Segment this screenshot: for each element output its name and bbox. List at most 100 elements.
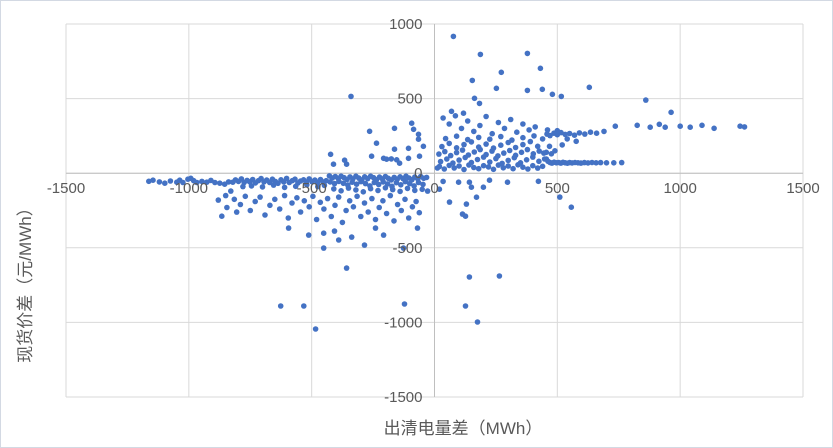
data-point — [483, 141, 489, 147]
x-tick-label: 1000 — [663, 180, 696, 197]
data-point — [573, 138, 579, 145]
data-point — [543, 149, 550, 156]
data-point — [348, 93, 354, 100]
data-point — [248, 183, 255, 189]
data-point — [402, 178, 409, 185]
data-point — [525, 166, 531, 172]
data-point — [394, 201, 401, 208]
data-point — [495, 119, 502, 126]
data-point — [313, 216, 320, 223]
data-point — [512, 152, 519, 159]
data-point — [375, 181, 382, 188]
data-point — [593, 160, 599, 166]
data-point — [400, 245, 407, 251]
data-point — [335, 237, 342, 243]
x-tick-label: 1500 — [786, 180, 819, 197]
data-point — [566, 130, 573, 137]
data-point — [405, 215, 412, 221]
data-point — [490, 145, 497, 151]
data-point — [219, 213, 225, 219]
data-point — [180, 179, 186, 186]
data-point — [380, 179, 387, 185]
data-point — [199, 178, 205, 185]
data-point — [343, 265, 350, 271]
data-point — [415, 179, 422, 186]
data-point — [215, 197, 222, 203]
data-point — [367, 185, 374, 192]
data-point — [456, 157, 462, 163]
data-point — [471, 149, 478, 155]
data-point — [471, 128, 477, 135]
data-point — [328, 213, 335, 220]
data-point — [349, 179, 356, 185]
data-point — [524, 50, 531, 57]
data-point — [536, 148, 542, 154]
data-point — [401, 301, 408, 307]
data-point — [535, 178, 542, 185]
data-point — [416, 153, 423, 159]
data-point — [346, 198, 353, 204]
data-point — [549, 91, 556, 98]
data-point — [436, 186, 443, 192]
data-point — [353, 181, 360, 187]
data-point — [262, 212, 268, 218]
data-point — [559, 142, 565, 148]
data-point — [589, 159, 595, 166]
data-point — [487, 136, 493, 142]
data-point — [509, 137, 515, 143]
data-point — [332, 202, 338, 209]
data-point — [495, 153, 501, 159]
data-point — [146, 178, 152, 185]
data-point — [217, 180, 223, 186]
data-point — [335, 194, 342, 200]
data-point — [483, 113, 489, 120]
data-point — [393, 179, 400, 186]
data-point — [162, 180, 168, 186]
data-point — [412, 187, 418, 194]
data-point — [358, 178, 364, 185]
data-point — [411, 183, 417, 189]
data-point — [306, 204, 313, 210]
data-point — [469, 77, 476, 84]
data-point — [294, 195, 300, 201]
data-point — [439, 143, 445, 150]
data-point — [668, 109, 674, 116]
data-point — [544, 127, 551, 133]
data-point — [558, 129, 564, 136]
data-point — [480, 162, 487, 169]
data-point — [520, 164, 526, 170]
data-point — [272, 196, 278, 203]
data-point — [380, 232, 387, 238]
data-point — [336, 178, 342, 185]
data-point — [366, 128, 373, 135]
data-point — [699, 122, 705, 129]
data-point — [343, 207, 349, 214]
data-point — [441, 166, 448, 172]
data-point — [576, 130, 583, 136]
data-point — [496, 273, 503, 279]
data-point — [526, 127, 532, 133]
data-point — [317, 199, 324, 206]
data-point — [468, 159, 475, 166]
data-point — [310, 193, 316, 200]
data-point — [373, 140, 380, 146]
data-point — [362, 180, 369, 187]
axis-lines — [66, 24, 803, 397]
data-point — [447, 152, 454, 159]
data-point — [247, 207, 254, 214]
data-point — [289, 200, 295, 206]
data-point — [415, 136, 422, 142]
data-point — [150, 177, 156, 183]
data-point — [368, 153, 375, 159]
data-point — [408, 120, 415, 126]
data-points-layer — [146, 33, 748, 332]
data-point — [380, 198, 386, 204]
data-point — [475, 165, 482, 172]
data-point — [466, 179, 473, 185]
data-point — [593, 130, 600, 136]
data-point — [546, 143, 553, 150]
x-tick-label: 500 — [545, 180, 570, 197]
data-point — [331, 228, 338, 234]
data-point — [301, 303, 307, 309]
data-point — [416, 209, 423, 216]
